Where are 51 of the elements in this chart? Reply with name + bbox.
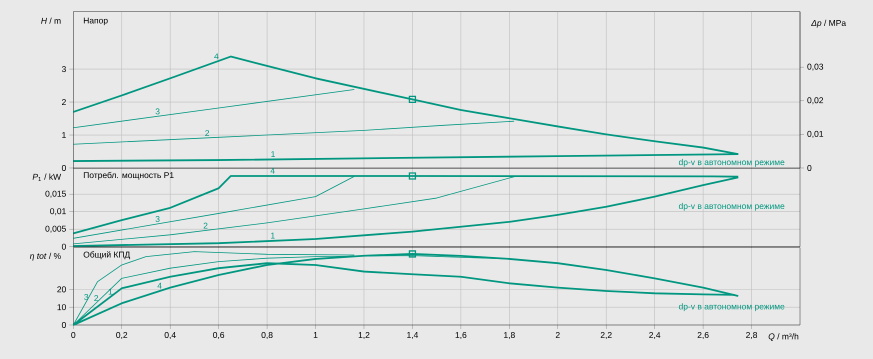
y-tick-label: 0,015 <box>45 190 66 198</box>
y-tick-label: 0 <box>62 322 66 328</box>
y-tick-label: 2 <box>62 99 66 106</box>
y-axis-title: η tot / % <box>30 252 61 261</box>
series-label: 2 <box>205 130 210 136</box>
series-label: 2 <box>204 222 208 229</box>
x-tick-label: 2,8 <box>746 332 758 340</box>
y-tick-label: 10 <box>58 304 66 310</box>
series-label: 3 <box>156 216 160 222</box>
text: Напор <box>84 18 108 26</box>
series-label: 4 <box>270 168 275 174</box>
y-tick-label: 20 <box>57 286 66 292</box>
x-tick-label: 1,8 <box>504 332 515 340</box>
x-tick-label: 2,4 <box>649 332 660 340</box>
series-label: 4 <box>214 53 218 60</box>
y2-tick-label: 0,03 <box>807 64 824 71</box>
series-label: 2 <box>94 295 98 302</box>
x-tick-label: 1,6 <box>456 332 466 340</box>
x-axis-title: Q / m³/h <box>768 333 798 341</box>
y-axis-title: P$_{1}$ / kW <box>32 174 62 182</box>
series-label: 1 <box>271 151 275 158</box>
y-tick-label: 3 <box>62 66 66 72</box>
x-tick-label: 2,6 <box>698 332 709 340</box>
x-tick-label: 0,8 <box>262 332 273 340</box>
y2-tick-label: 0,01 <box>807 130 824 138</box>
x-tick-label: 0,4 <box>164 332 176 340</box>
series-label: 4 <box>157 282 162 289</box>
annotation: dp-v в автономном режиме <box>678 202 784 211</box>
y-tick-label: 0,005 <box>45 226 66 233</box>
series-label: 3 <box>156 108 160 114</box>
chart-title: Общий КПД <box>84 251 130 260</box>
annotation: dp-v в автономном режиме <box>678 303 784 312</box>
x-tick-label: 1,2 <box>358 332 370 340</box>
x-tick-label: 1,4 <box>407 332 418 339</box>
x-tick-label: 0,2 <box>116 332 128 340</box>
x-tick-label: 0,6 <box>213 332 224 340</box>
x-tick-label: 2,2 <box>600 332 612 340</box>
y2-tick-label: 0,02 <box>807 97 824 104</box>
y-tick-label: 0 <box>62 244 66 250</box>
series-label: 1 <box>271 232 275 238</box>
y2-axis-title: Δp / MPa <box>811 20 846 28</box>
y-tick-label: 0,01 <box>50 208 66 216</box>
x-tick-label: 2 <box>556 332 560 338</box>
annotation: dp-v в автономном режиме <box>678 158 784 167</box>
y-tick-label: 1 <box>62 132 66 138</box>
x-tick-label: 1 <box>314 332 318 338</box>
y-tick-label: 0 <box>62 165 66 171</box>
chart-title: Потребл. мощность P1 <box>84 172 174 180</box>
y2-tick-label: 0 <box>807 165 812 171</box>
y-axis-title: H / m <box>41 18 61 24</box>
x-tick-label: 0 <box>71 332 76 338</box>
